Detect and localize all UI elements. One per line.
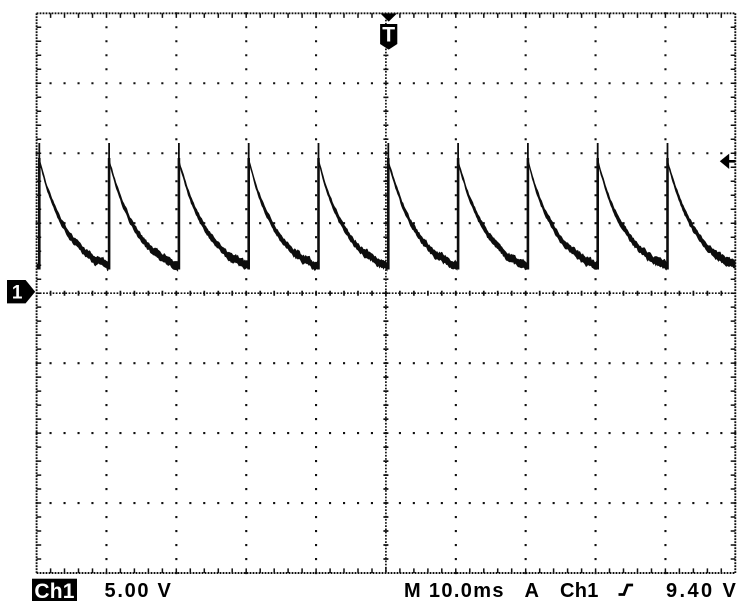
svg-text:M 10.0ms: M 10.0ms: [404, 580, 505, 602]
svg-text:5.00 V: 5.00 V: [105, 580, 173, 602]
svg-text:A: A: [525, 580, 539, 602]
svg-text:9.40 V: 9.40 V: [666, 580, 738, 602]
svg-text:Ch1: Ch1: [560, 580, 599, 602]
svg-text:Ch1: Ch1: [34, 580, 74, 603]
svg-text:T: T: [382, 23, 395, 46]
svg-text:1: 1: [12, 282, 23, 303]
